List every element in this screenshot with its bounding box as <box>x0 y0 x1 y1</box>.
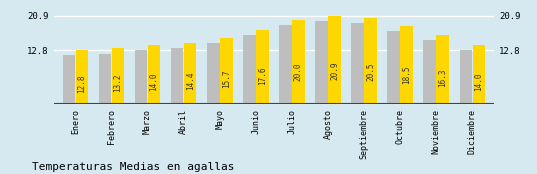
Text: 16.3: 16.3 <box>438 69 447 87</box>
Bar <box>387 31 400 104</box>
Text: 20.9: 20.9 <box>330 61 339 80</box>
Bar <box>437 35 449 104</box>
Bar <box>364 18 377 104</box>
Bar <box>473 45 485 104</box>
Bar <box>243 35 256 104</box>
Bar <box>112 49 124 104</box>
Text: 20.5: 20.5 <box>366 62 375 81</box>
Bar <box>62 55 75 104</box>
Text: 14.4: 14.4 <box>186 72 194 90</box>
Text: 15.7: 15.7 <box>222 70 231 88</box>
Bar <box>220 38 233 104</box>
Bar <box>315 21 328 104</box>
Text: 20.0: 20.0 <box>294 63 303 81</box>
Text: 13.2: 13.2 <box>113 74 122 92</box>
Bar <box>135 50 147 104</box>
Bar <box>460 50 472 104</box>
Text: 12.8: 12.8 <box>77 74 86 93</box>
Bar <box>207 43 220 104</box>
Bar <box>184 43 197 104</box>
Text: Temperaturas Medias en agallas: Temperaturas Medias en agallas <box>32 162 235 172</box>
Bar <box>328 16 341 104</box>
Bar <box>292 20 304 104</box>
Bar <box>256 30 268 104</box>
Text: 18.5: 18.5 <box>402 65 411 84</box>
Bar <box>279 25 292 104</box>
Bar <box>424 40 436 104</box>
Bar <box>99 54 111 104</box>
Bar <box>351 23 364 104</box>
Bar <box>76 50 88 104</box>
Text: 14.0: 14.0 <box>149 73 158 91</box>
Text: 14.0: 14.0 <box>474 73 483 91</box>
Bar <box>401 26 413 104</box>
Bar <box>148 45 161 104</box>
Text: 17.6: 17.6 <box>258 67 267 85</box>
Bar <box>171 49 184 104</box>
